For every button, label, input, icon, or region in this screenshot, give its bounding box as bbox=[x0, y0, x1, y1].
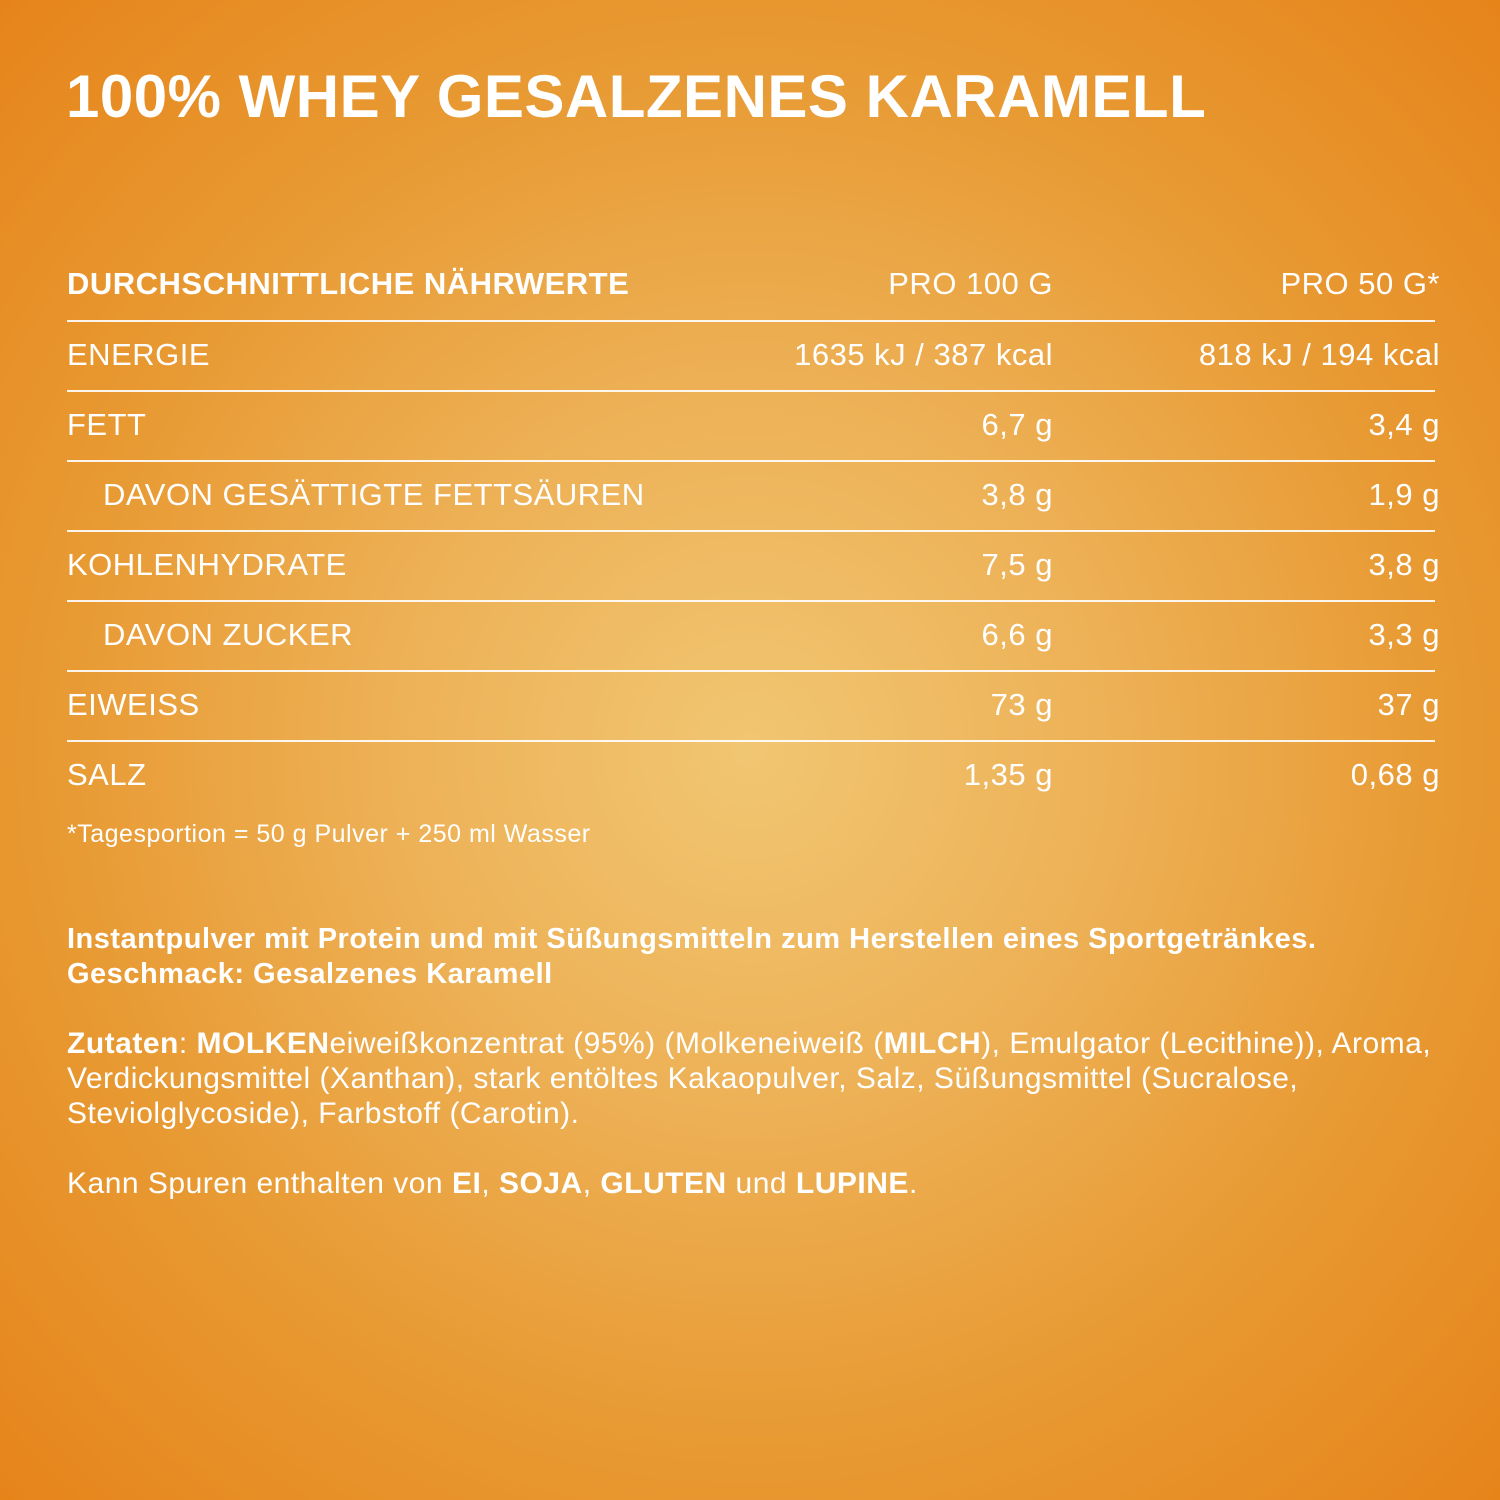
text-run: und bbox=[726, 1167, 796, 1200]
text-run: . bbox=[908, 1167, 918, 1200]
text-run: , bbox=[582, 1167, 601, 1200]
row-value: 0,68 g bbox=[1350, 757, 1440, 792]
divider bbox=[67, 740, 1435, 742]
row-value: 818 kJ / 194 kcal bbox=[1198, 337, 1440, 372]
row-label: SALZ bbox=[67, 757, 147, 792]
text-run: Zutaten bbox=[67, 1027, 179, 1060]
text-run: Kann Spuren enthalten von bbox=[67, 1167, 452, 1200]
text-run: , bbox=[481, 1167, 499, 1200]
table-row: FETT 6,7 g 3,4 g bbox=[67, 390, 1440, 460]
row-value: 7,5 g bbox=[981, 547, 1053, 582]
row-value: 6,7 g bbox=[981, 407, 1053, 442]
table-row: DAVON GESÄTTIGTE FETTSÄUREN 3,8 g 1,9 g bbox=[67, 460, 1440, 530]
row-value: 3,3 g bbox=[1368, 617, 1440, 652]
table-row: SALZ 1,35 g 0,68 g bbox=[67, 740, 1440, 810]
footnote: *Tagesportion = 50 g Pulver + 250 ml Was… bbox=[67, 820, 591, 848]
row-value: 1,9 g bbox=[1368, 477, 1440, 512]
row-value: 3,4 g bbox=[1368, 407, 1440, 442]
table-row: EIWEISS 73 g 37 g bbox=[67, 670, 1440, 740]
header-row: DURCHSCHNITTLICHE NÄHRWERTE PRO 100 G PRO … bbox=[67, 250, 1440, 320]
row-value: 73 g bbox=[990, 687, 1053, 722]
column-header: DURCHSCHNITTLICHE NÄHRWERTE bbox=[67, 266, 630, 301]
divider bbox=[67, 390, 1435, 392]
row-value: 1,35 g bbox=[963, 757, 1053, 792]
row-label: FETT bbox=[67, 407, 147, 442]
text-run: SOJA bbox=[498, 1167, 583, 1200]
row-value: 1635 kJ / 387 kcal bbox=[794, 337, 1053, 372]
row-value: 3,8 g bbox=[981, 477, 1053, 512]
column-header: PRO 50 G* bbox=[1280, 266, 1440, 301]
allergens: Kann Spuren enthalten von EI, SOJA, GLUT… bbox=[67, 1166, 1437, 1201]
column-header: PRO 100 G bbox=[888, 266, 1053, 301]
divider bbox=[67, 460, 1435, 462]
divider bbox=[67, 670, 1435, 672]
row-value: 37 g bbox=[1377, 687, 1440, 722]
text-run: EI bbox=[451, 1167, 482, 1200]
nutrition-table: DURCHSCHNITTLICHE NÄHRWERTE PRO 100 G PRO … bbox=[67, 250, 1440, 810]
text-run: ), Emulgator (Lecithine)), Aroma, Verdic… bbox=[67, 1027, 1441, 1130]
text-run: MOLKEN bbox=[196, 1027, 330, 1060]
row-label: ENERGIE bbox=[67, 337, 211, 372]
row-label: EIWEISS bbox=[67, 687, 200, 722]
divider bbox=[67, 320, 1435, 322]
table-row: DAVON ZUCKER 6,6 g 3,3 g bbox=[67, 600, 1440, 670]
text-run: eiweißkonzentrat (95%) (Molkeneiweiß ( bbox=[329, 1027, 884, 1060]
row-label: DAVON GESÄTTIGTE FETTSÄUREN bbox=[103, 477, 645, 512]
row-label: DAVON ZUCKER bbox=[103, 617, 354, 652]
row-label: KOHLENHYDRATE bbox=[67, 547, 347, 582]
text-run: LUPINE bbox=[795, 1167, 909, 1200]
ingredients: Zutaten: MOLKENeiweißkonzentrat (95%) (M… bbox=[67, 1026, 1437, 1131]
divider bbox=[67, 600, 1435, 602]
table-row: ENERGIE 1635 kJ / 387 kcal 818 kJ / 194 kc… bbox=[67, 320, 1440, 390]
text-run: GLUTEN bbox=[600, 1167, 727, 1200]
description: Instantpulver mit Protein und mit Süßung… bbox=[67, 923, 1317, 990]
text-run: : bbox=[178, 1027, 197, 1060]
text-run: MILCH bbox=[883, 1027, 982, 1060]
divider bbox=[67, 530, 1435, 532]
row-value: 3,8 g bbox=[1368, 547, 1440, 582]
row-value: 6,6 g bbox=[981, 617, 1053, 652]
table-row: KOHLENHYDRATE 7,5 g 3,8 g bbox=[67, 530, 1440, 600]
title: 100% WHEY GESALZENES KARAMELL bbox=[66, 63, 1207, 130]
